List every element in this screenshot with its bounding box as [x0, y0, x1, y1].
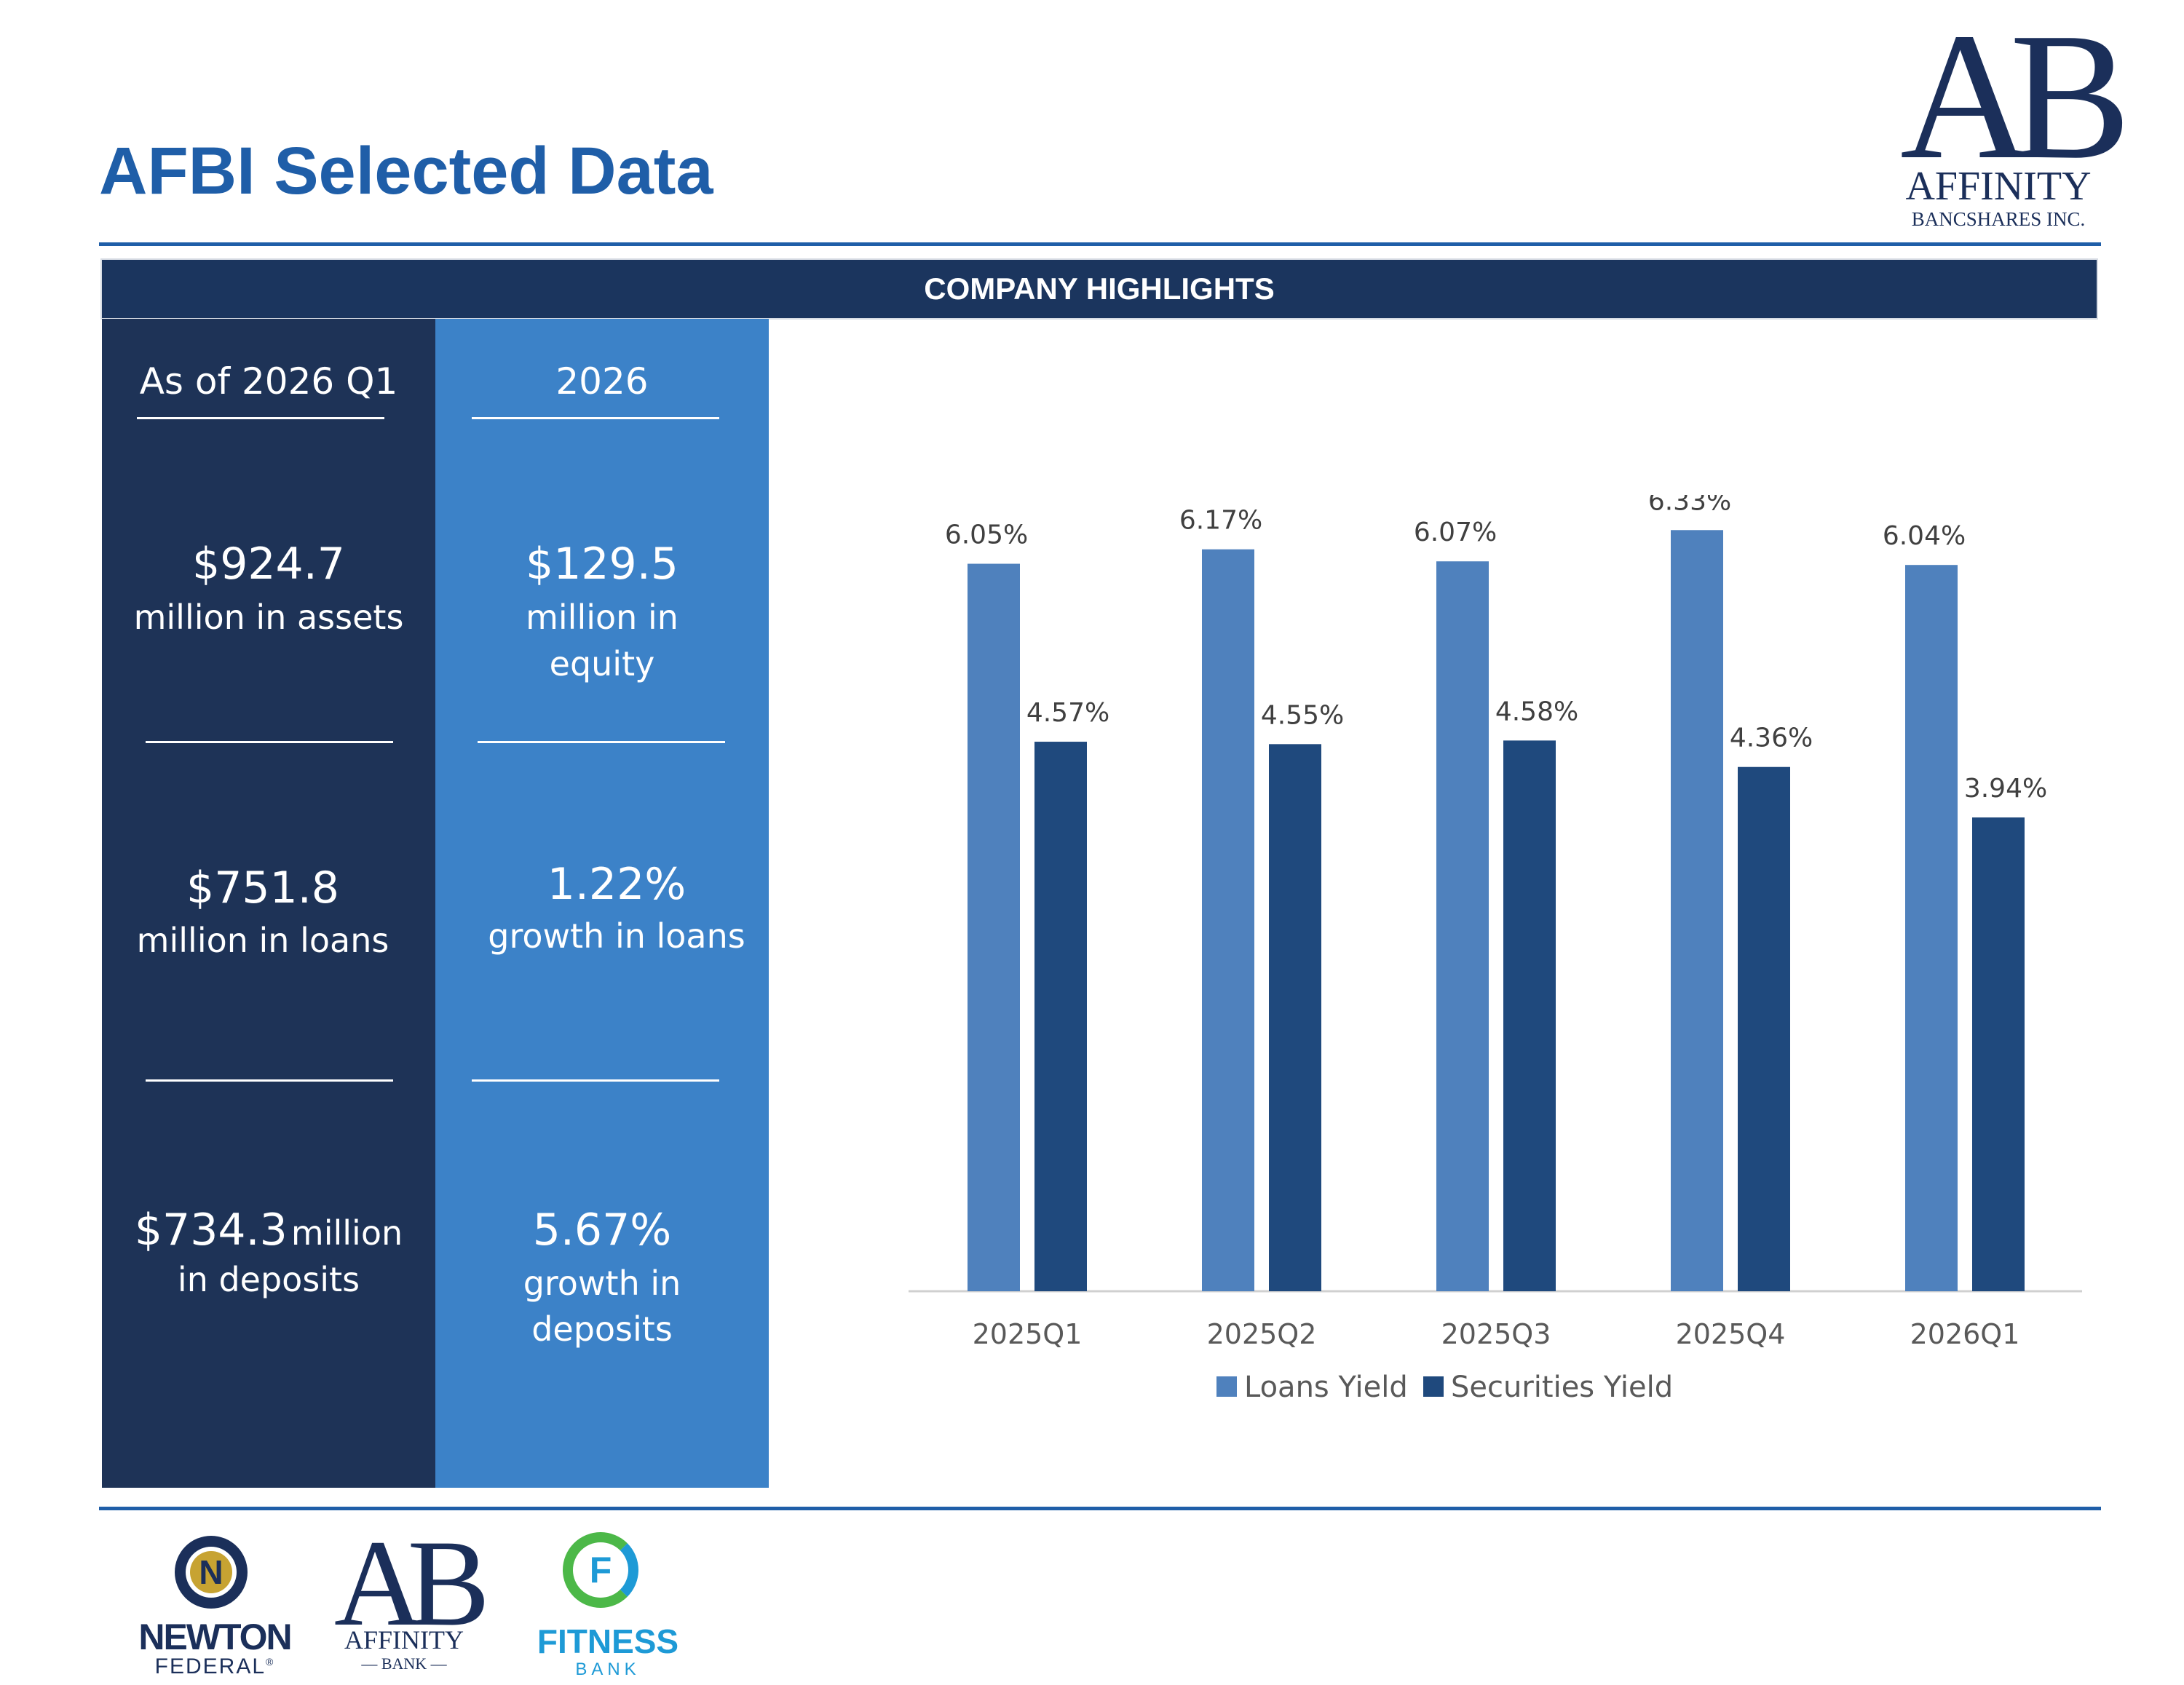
stat-divider: [478, 741, 725, 743]
stat-loans-label: million in loans: [136, 921, 389, 960]
stat-assets-label: million in assets: [133, 598, 404, 637]
stat-deposits-label: in deposits: [177, 1260, 360, 1299]
data-label-loans-yield-2025Q2: 6.17%: [1179, 506, 1262, 536]
data-label-loans-yield-2025Q3: 6.07%: [1414, 518, 1497, 547]
page-title: AFBI Selected Data: [99, 134, 713, 208]
stat-loan-growth-label: growth in loans: [488, 916, 745, 956]
fitness-mark: F: [589, 1550, 612, 1590]
data-label-loans-yield-2026Q1: 6.04%: [1883, 521, 1966, 551]
banner-label: COMPANY HIGHLIGHTS: [924, 271, 1275, 306]
bar-securities-yield-2025Q2: [1269, 744, 1321, 1291]
legend-label-loans-yield: Loans Yield: [1244, 1371, 1408, 1404]
fitness-f-icon: F: [563, 1532, 638, 1608]
stat-loans-value: $751.8: [186, 863, 339, 913]
panel-header-year: 2026: [555, 360, 649, 403]
yield-bar-chart: 6.05% 4.57% 2025Q1 6.17% 4.55% 2025Q2 6.07% 4.5…: [909, 495, 2082, 1404]
stat-assets-value: $924.7: [192, 539, 345, 590]
bar-loans-yield-2025Q2: [1202, 549, 1254, 1291]
stat-deposits-value: $734.3: [134, 1205, 288, 1256]
legend-label-securities-yield: Securities Yield: [1451, 1371, 1673, 1404]
footer-divider: [99, 1507, 2101, 1510]
legend-swatch-loans-yield: [1216, 1376, 1237, 1397]
x-tick-label-2025Q1: 2025Q1: [973, 1318, 1083, 1350]
legend-swatch-securities-yield: [1423, 1376, 1444, 1397]
stat-deposits-line: $734.3 million: [102, 1203, 435, 1258]
panel-header-underline: [472, 417, 719, 419]
stat-deposit-growth-value: 5.67%: [532, 1205, 672, 1256]
bar-securities-yield-2025Q1: [1034, 742, 1087, 1291]
newton-federal-logo: N NEWTON FEDERAL®: [124, 1532, 306, 1678]
stat-equity-value: $129.5: [526, 539, 678, 590]
affinity-bank-mark: AB: [333, 1515, 490, 1652]
stat-equity-label-2: equity: [549, 644, 655, 683]
affinity-bank-logo: AB AFFINITY — BANK —: [331, 1521, 490, 1681]
affinity-logo-mark: AB: [1900, 0, 2131, 197]
bar-loans-yield-2025Q4: [1671, 530, 1723, 1292]
newton-mark: N: [199, 1553, 223, 1591]
panel-header-as-of: As of 2026 Q1: [139, 360, 398, 403]
x-tick-label-2025Q2: 2025Q2: [1207, 1318, 1317, 1350]
x-tick-label-2025Q4: 2025Q4: [1676, 1318, 1786, 1350]
newton-n-icon: N: [175, 1536, 248, 1609]
x-tick-label-2026Q1: 2026Q1: [1910, 1318, 2020, 1350]
stat-deposits-inline-label: million: [290, 1213, 403, 1253]
data-label-securities-yield-2025Q2: 4.55%: [1261, 700, 1344, 730]
stat-equity-label-1: million in: [526, 598, 678, 637]
fitness-sub: BANK: [575, 1660, 641, 1679]
data-label-securities-yield-2025Q3: 4.58%: [1495, 697, 1578, 726]
newton-tm: ®: [266, 1656, 275, 1668]
data-label-securities-yield-2026Q1: 3.94%: [1964, 774, 2047, 804]
data-label-loans-yield-2025Q1: 6.05%: [945, 520, 1028, 550]
fitness-name: FITNESS: [537, 1622, 679, 1660]
highlights-panel-as-of: As of 2026 Q1 $924.7 million in assets $…: [102, 319, 435, 1488]
bar-securities-yield-2025Q4: [1738, 766, 1790, 1291]
company-highlights-banner: COMPANY HIGHLIGHTS: [100, 258, 2098, 320]
fitness-bank-logo: F FITNESS BANK: [535, 1529, 681, 1681]
newton-sub: FEDERAL®: [124, 1654, 306, 1679]
stat-divider: [472, 1079, 719, 1082]
affinity-logo-subname: BANCSHARES INC.: [1911, 208, 2086, 230]
bar-securities-yield-2026Q1: [1972, 817, 2025, 1291]
stat-divider: [146, 1079, 393, 1082]
data-label-securities-yield-2025Q4: 4.36%: [1730, 723, 1813, 753]
affinity-bank-sub: — BANK —: [361, 1654, 447, 1673]
affinity-bank-name: AFFINITY: [344, 1625, 464, 1654]
data-label-loans-yield-2025Q4: 6.33%: [1648, 495, 1731, 516]
panel-header-underline: [137, 417, 384, 419]
newton-name: NEWTON: [138, 1617, 292, 1657]
affinity-logo-name: AFFINITY: [1905, 164, 2092, 209]
bar-loans-yield-2025Q3: [1436, 561, 1489, 1291]
stat-loan-growth-value: 1.22%: [547, 859, 687, 910]
data-label-securities-yield-2025Q1: 4.57%: [1026, 698, 1109, 728]
header-divider: [99, 242, 2101, 246]
highlights-panel-year: 2026 $129.5 million in equity 1.22% grow…: [435, 319, 769, 1488]
bar-securities-yield-2025Q3: [1503, 740, 1556, 1291]
stat-deposit-growth-label-1: growth in: [523, 1264, 681, 1303]
bar-loans-yield-2026Q1: [1905, 565, 1958, 1291]
stat-divider: [146, 741, 393, 743]
bar-loans-yield-2025Q1: [968, 563, 1020, 1291]
affinity-bancshares-logo: AB AFFINITY BANCSHARES INC.: [1886, 6, 2131, 239]
newton-sub-text: FEDERAL: [154, 1654, 266, 1678]
stat-deposit-growth-label-2: deposits: [531, 1309, 673, 1349]
x-tick-label-2025Q3: 2025Q3: [1441, 1318, 1551, 1350]
